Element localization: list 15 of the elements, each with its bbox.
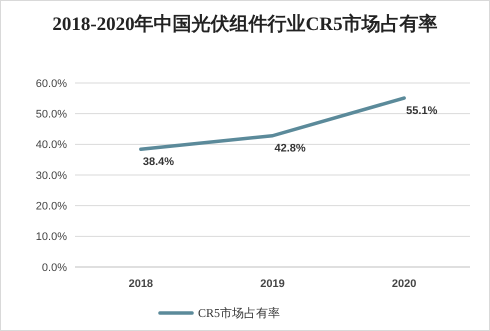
x-tick-label: 2020 xyxy=(392,278,416,290)
data-label: 38.4% xyxy=(142,156,174,168)
y-tick-label: 30.0% xyxy=(36,170,68,182)
y-tick-label: 50.0% xyxy=(36,108,68,121)
y-tick-label: 20.0% xyxy=(36,200,68,213)
y-tick-label: 10.0% xyxy=(36,231,68,244)
x-tick-label: 2019 xyxy=(260,278,285,290)
data-label: 55.1% xyxy=(406,105,438,118)
data-label: 42.8% xyxy=(274,142,306,155)
legend-label: CR5市场占有率 xyxy=(198,306,280,320)
y-tick-label: 60.0% xyxy=(36,78,68,90)
y-tick-label: 0.0% xyxy=(42,262,68,274)
chart-title: 2018-2020年中国光伏组件行业CR5市场占有率 xyxy=(52,13,438,35)
y-tick-label: 40.0% xyxy=(36,139,68,152)
x-tick-label: 2018 xyxy=(128,278,154,290)
